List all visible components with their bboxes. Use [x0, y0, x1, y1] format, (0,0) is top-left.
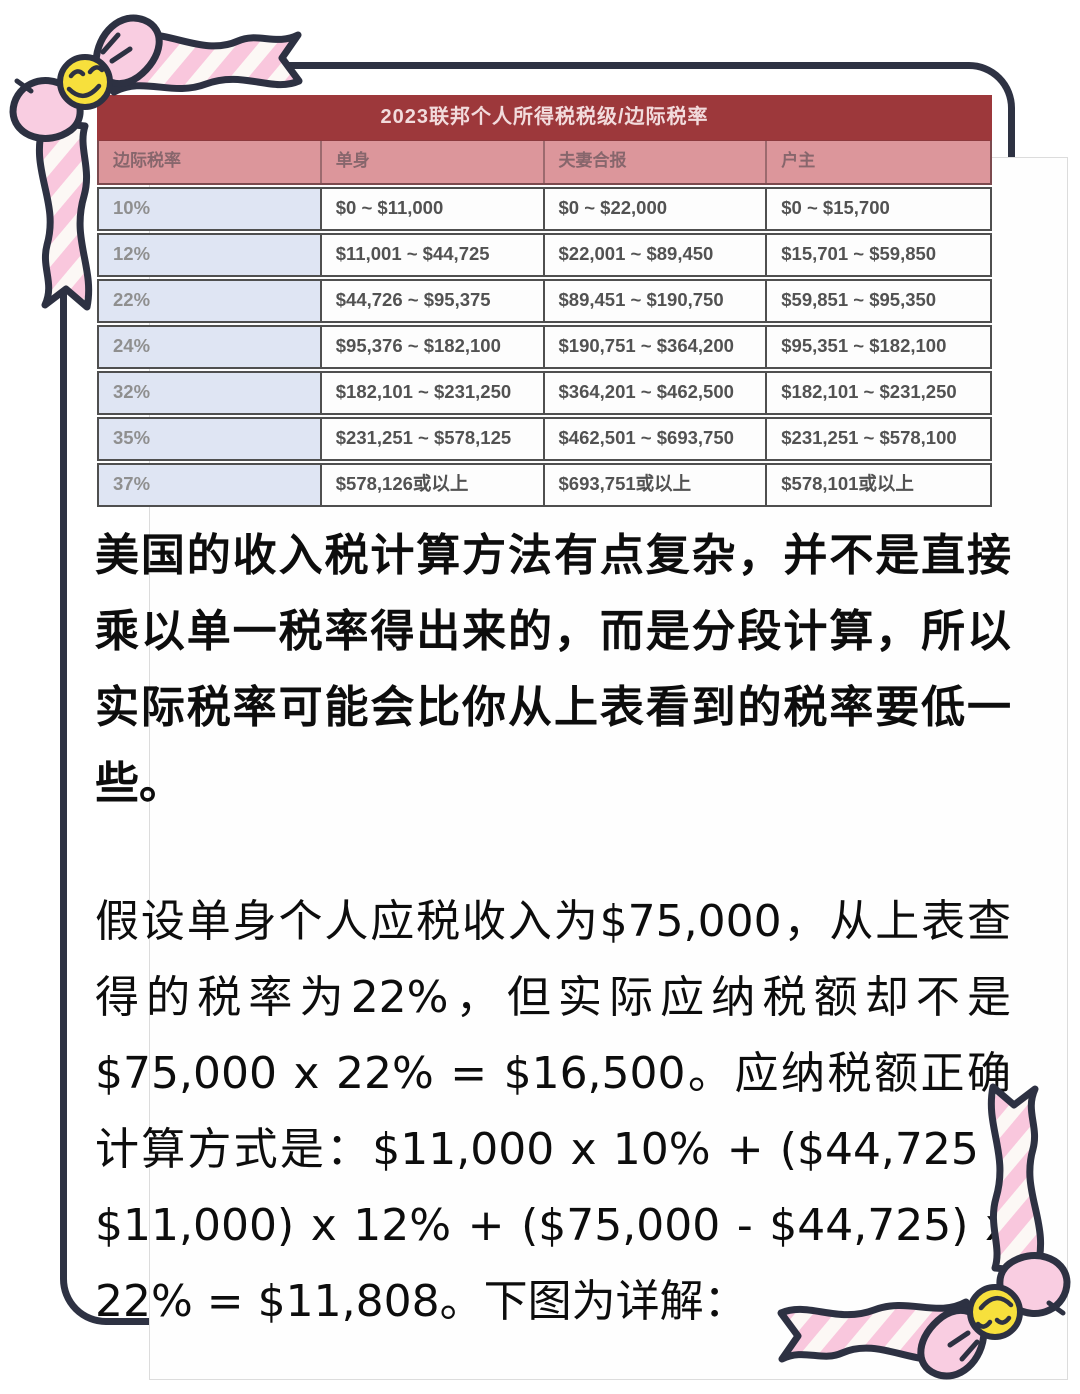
cell-head-range: $231,251 ~ $578,100	[781, 427, 957, 448]
table-header-row: 边际税率 单身 夫妻合报 户主	[97, 140, 992, 185]
cell-single-range: $0 ~ $11,000	[322, 189, 545, 229]
cell-married-range: $89,451 ~ $190,750	[545, 281, 768, 321]
table-row: 22% $44,726 ~ $95,375 $89,451 ~ $190,750…	[97, 279, 992, 323]
cell-marginal-rate: 37%	[99, 465, 322, 505]
column-header-head-of-household: 户主	[781, 151, 816, 170]
cell-marginal-rate: 35%	[99, 419, 322, 459]
table-row: 35% $231,251 ~ $578,125 $462,501 ~ $693,…	[97, 417, 992, 461]
cell-head-range: $578,101或以上	[781, 473, 914, 494]
cell-head-range: $95,351 ~ $182,100	[781, 335, 947, 356]
tax-bracket-table: 2023联邦个人所得税税级/边际税率 边际税率 单身 夫妻合报 户主 10% $…	[97, 95, 992, 507]
cell-single-range: $11,001 ~ $44,725	[322, 235, 545, 275]
cell-head-range: $59,851 ~ $95,350	[781, 289, 937, 310]
table-body: 10% $0 ~ $11,000 $0 ~ $22,000 $0 ~ $15,7…	[97, 187, 992, 507]
cell-head-range: $15,701 ~ $59,850	[781, 243, 937, 264]
cell-marginal-rate: 10%	[99, 189, 322, 229]
cell-single-range: $44,726 ~ $95,375	[322, 281, 545, 321]
cell-head-range: $0 ~ $15,700	[781, 197, 890, 218]
paragraph-example-calculation: 假设单身个人应税收入为$75,000，从上表查得的税率为22%，但实际应纳税额却…	[95, 896, 1011, 1327]
cell-marginal-rate: 24%	[99, 327, 322, 367]
cell-marginal-rate: 12%	[99, 235, 322, 275]
table-row: 12% $11,001 ~ $44,725 $22,001 ~ $89,450 …	[97, 233, 992, 277]
table-row: 24% $95,376 ~ $182,100 $190,751 ~ $364,2…	[97, 325, 992, 369]
cell-marginal-rate: 22%	[99, 281, 322, 321]
column-header-marginal-rate: 边际税率	[99, 141, 322, 183]
table-row: 32% $182,101 ~ $231,250 $364,201 ~ $462,…	[97, 371, 992, 415]
table-row: 10% $0 ~ $11,000 $0 ~ $22,000 $0 ~ $15,7…	[97, 187, 992, 231]
column-header-married-joint: 夫妻合报	[545, 141, 768, 183]
cell-married-range: $364,201 ~ $462,500	[545, 373, 768, 413]
cell-married-range: $190,751 ~ $364,200	[545, 327, 768, 367]
cell-single-range: $182,101 ~ $231,250	[322, 373, 545, 413]
cell-married-range: $22,001 ~ $89,450	[545, 235, 768, 275]
cell-single-range: $95,376 ~ $182,100	[322, 327, 545, 367]
table-row: 37% $578,126或以上 $693,751或以上 $578,101或以上	[97, 463, 992, 507]
column-header-single: 单身	[322, 141, 545, 183]
table-title: 2023联邦个人所得税税级/边际税率	[97, 95, 992, 140]
cell-marginal-rate: 32%	[99, 373, 322, 413]
cell-married-range: $462,501 ~ $693,750	[545, 419, 768, 459]
cell-head-range: $182,101 ~ $231,250	[781, 381, 957, 402]
cell-single-range: $231,251 ~ $578,125	[322, 419, 545, 459]
cell-married-range: $693,751或以上	[545, 465, 768, 505]
cell-married-range: $0 ~ $22,000	[545, 189, 768, 229]
cell-single-range: $578,126或以上	[322, 465, 545, 505]
paragraph-tax-calculation-intro: 美国的收入税计算方法有点复杂，并不是直接乘以单一税率得出来的，而是分段计算，所以…	[95, 530, 1011, 809]
